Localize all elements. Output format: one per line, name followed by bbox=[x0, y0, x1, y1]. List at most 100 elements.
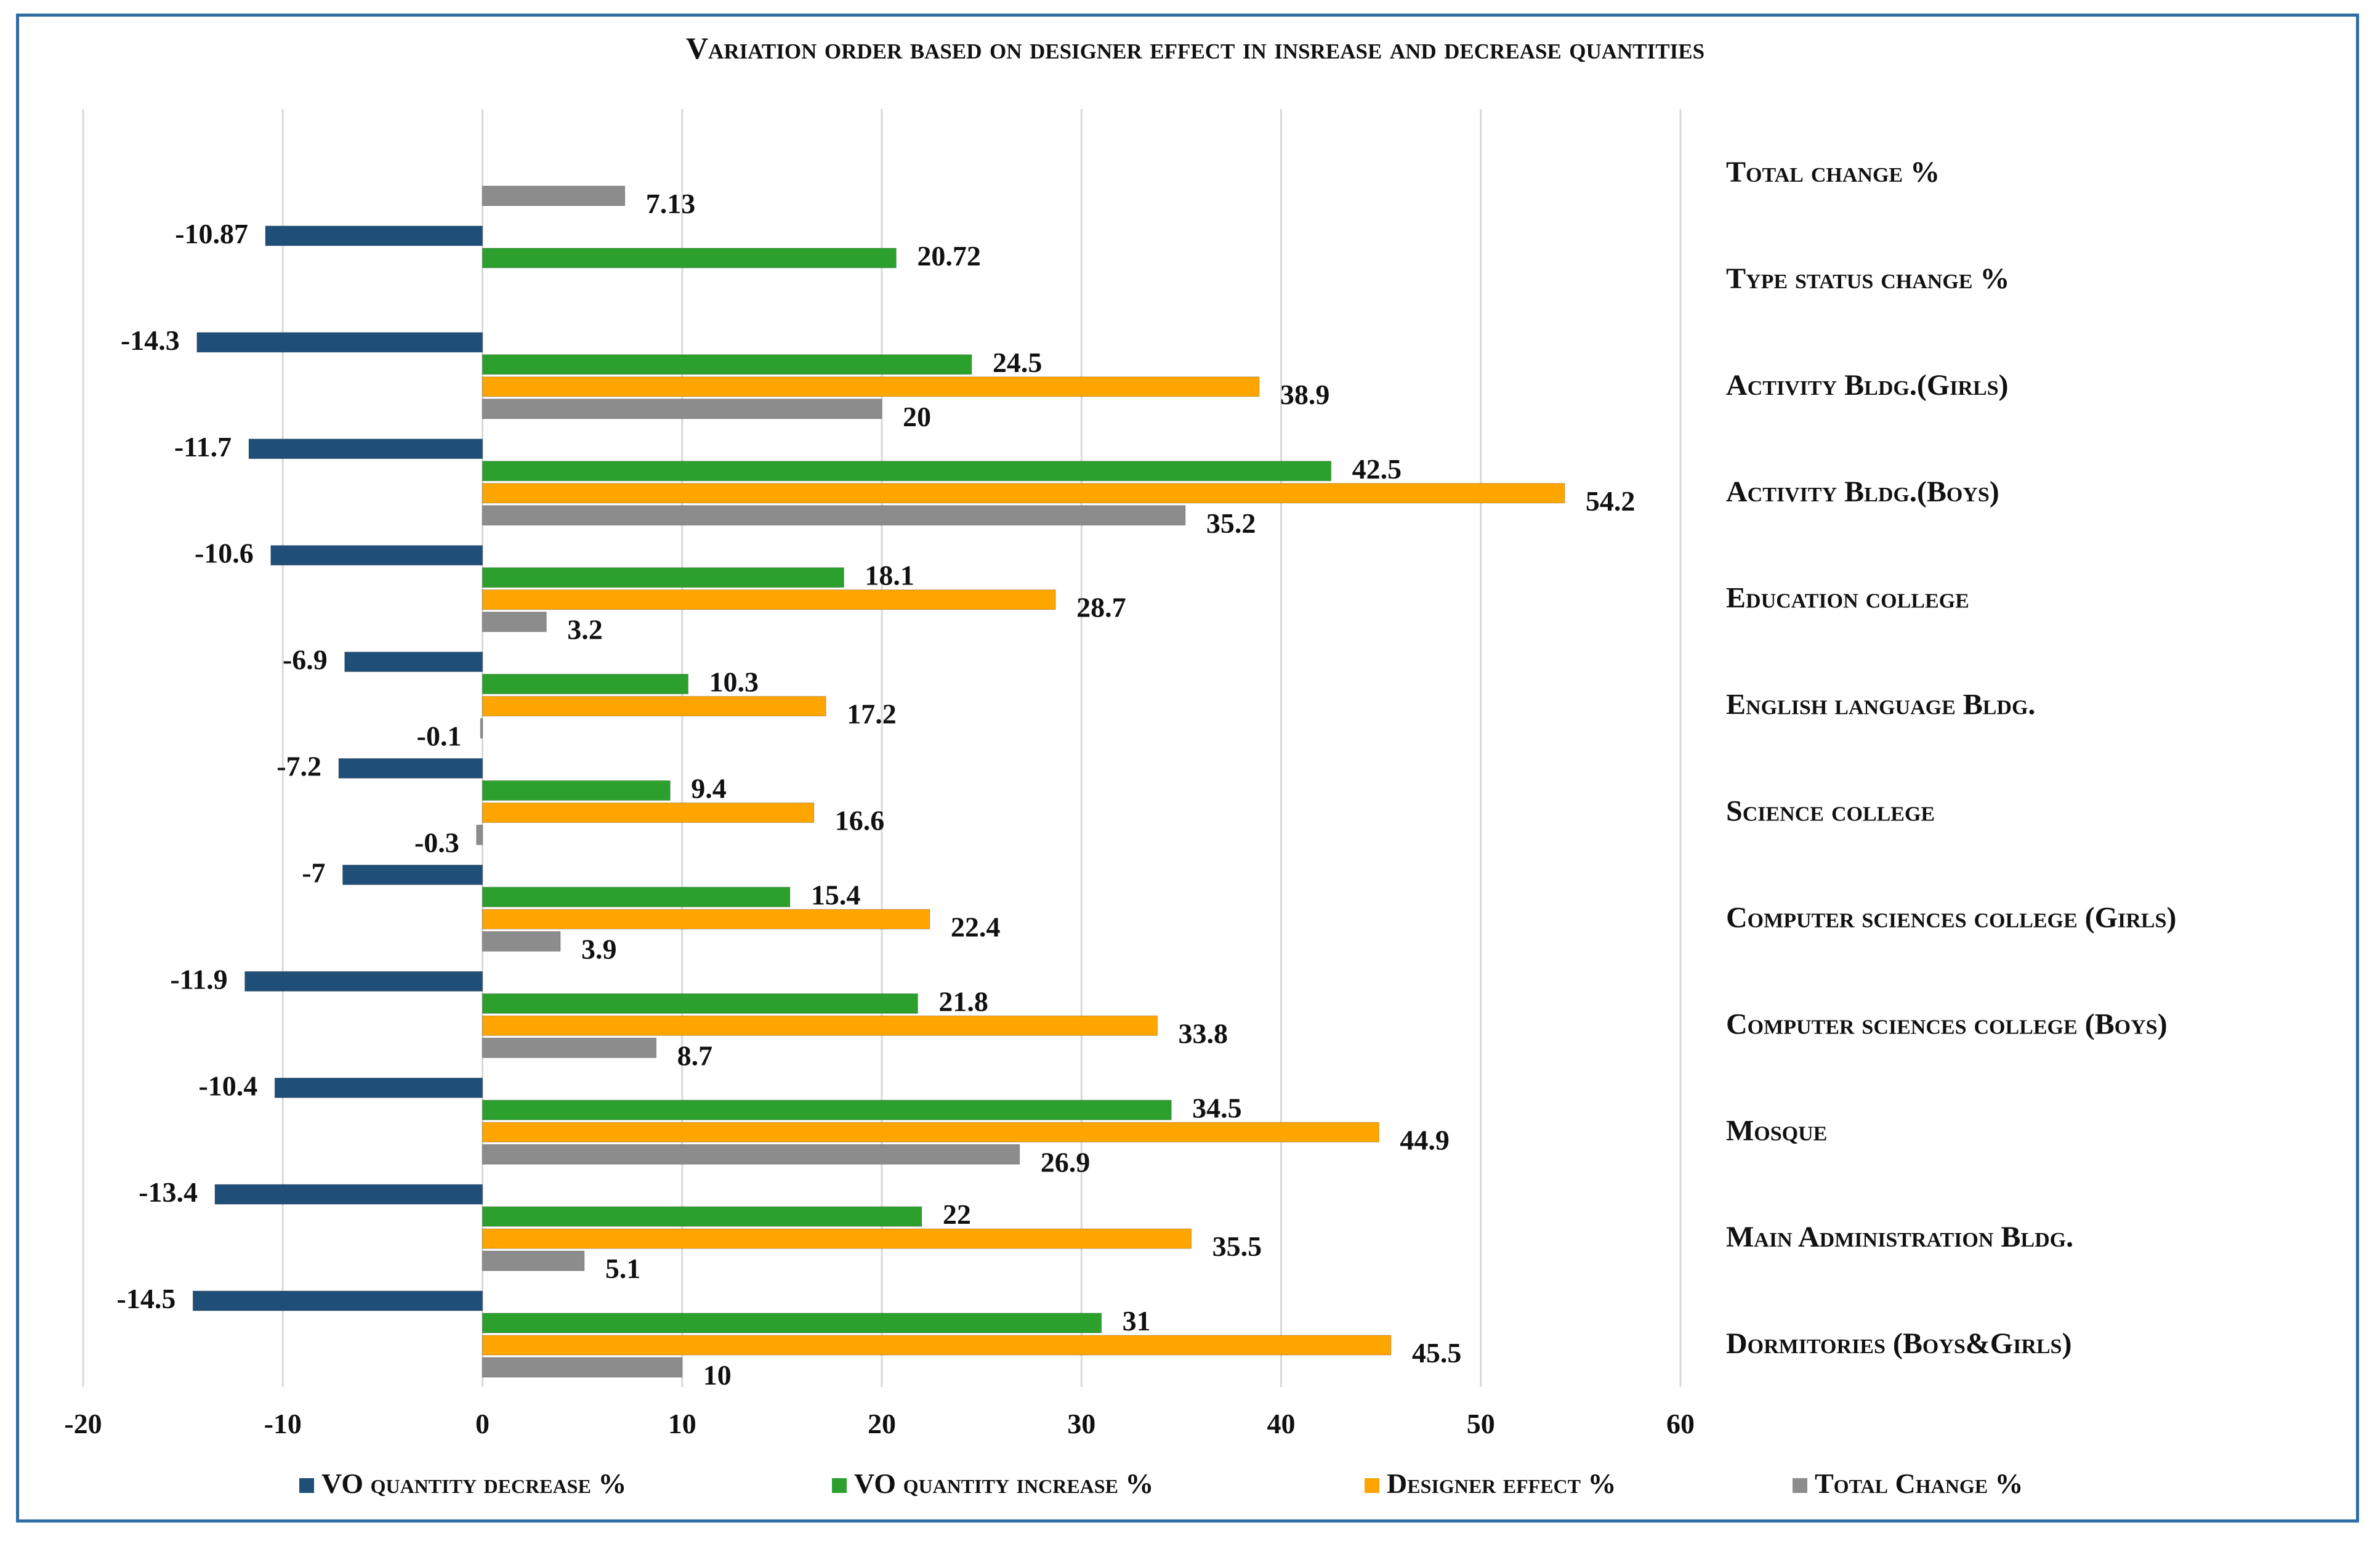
bar-designer-effect-computer-sciences-college-boys bbox=[482, 1015, 1158, 1036]
bar-total-change-english-language-bldg bbox=[480, 718, 483, 739]
data-label-vo-quantity-increase-science-college: 9.4 bbox=[691, 773, 727, 804]
data-label-vo-quantity-increase-activity-bldg-girls: 24.5 bbox=[993, 347, 1043, 378]
bar-total-change-activity-bldg-boys bbox=[482, 505, 1186, 526]
legend-swatch-total-change bbox=[1793, 1478, 1807, 1493]
x-tick-60: 60 bbox=[1666, 1408, 1695, 1439]
data-label-vo-quantity-increase-mosque: 34.5 bbox=[1192, 1092, 1242, 1123]
data-label-total-change-main-administration-bldg: 5.1 bbox=[605, 1253, 640, 1284]
bar-designer-effect-computer-sciences-college-girls bbox=[482, 908, 930, 929]
data-label-designer-effect-computer-sciences-college-girls: 22.4 bbox=[951, 911, 1001, 942]
data-label-total-change-science-college: -0.3 bbox=[414, 827, 459, 859]
legend-swatch-vo-quantity-increase bbox=[832, 1478, 847, 1493]
bar-vo-quantity-increase-education-college bbox=[482, 567, 844, 588]
data-label-vo-quantity-increase-activity-bldg-boys: 42.5 bbox=[1352, 453, 1402, 485]
bar-vo-quantity-increase-main-administration-bldg bbox=[482, 1206, 922, 1227]
data-label-vo-quantity-increase-main-administration-bldg: 22 bbox=[943, 1199, 971, 1230]
bar-total-change-education-college bbox=[482, 612, 547, 633]
grid-lines bbox=[82, 109, 1682, 1387]
category-label-activity-bldg-boys: Activity Bldg.(Boys) bbox=[1726, 475, 1999, 508]
bar-total-change-main-administration-bldg bbox=[482, 1250, 585, 1271]
category-label-education-college: Education college bbox=[1726, 582, 1969, 615]
bar-vo-quantity-decrease-computer-sciences-college-girls bbox=[342, 864, 483, 885]
bar-vo-quantity-increase-activity-bldg-girls bbox=[482, 354, 972, 375]
data-label-vo-quantity-decrease-education-college: -10.6 bbox=[195, 538, 254, 569]
x-tick-10: -10 bbox=[264, 1408, 302, 1439]
bar-vo-quantity-increase-computer-sciences-college-boys bbox=[482, 993, 918, 1014]
bar-total-change-mosque bbox=[482, 1144, 1020, 1165]
x-tick-10: 10 bbox=[668, 1408, 696, 1439]
bar-total-change-science-college bbox=[476, 825, 483, 845]
data-label-total-change-mosque: 26.9 bbox=[1041, 1146, 1091, 1178]
data-label-designer-effect-activity-bldg-girls: 38.9 bbox=[1280, 379, 1330, 410]
bar-vo-quantity-increase-science-college bbox=[482, 780, 671, 801]
x-tick-0: 0 bbox=[475, 1408, 490, 1439]
x-tick-20: 20 bbox=[868, 1408, 896, 1439]
category-label-english-language-bldg: English language Bldg. bbox=[1726, 689, 2035, 721]
data-label-vo-quantity-decrease-computer-sciences-college-girls: -7 bbox=[302, 857, 325, 888]
data-label-designer-effect-science-college: 16.6 bbox=[835, 805, 885, 836]
bar-designer-effect-dormitories-boys-girls bbox=[482, 1335, 1392, 1356]
bar-total-change-activity-bldg-girls bbox=[482, 398, 882, 419]
data-label-total-change-dormitories-boys-girls: 10 bbox=[703, 1359, 732, 1391]
bar-vo-quantity-decrease-computer-sciences-college-boys bbox=[244, 971, 483, 992]
category-label-main-administration-bldg: Main Administration Bldg. bbox=[1726, 1221, 2073, 1253]
legend: VO quantity decrease % VO quantity increa… bbox=[299, 1468, 2023, 1499]
data-label-designer-effect-english-language-bldg: 17.2 bbox=[847, 698, 897, 730]
data-label-vo-quantity-increase-type-status-change: 20.72 bbox=[917, 240, 981, 272]
x-tick-40: 40 bbox=[1267, 1408, 1296, 1439]
chart-frame: Variation order based on designer effect… bbox=[16, 14, 2359, 1523]
bar-designer-effect-main-administration-bldg bbox=[482, 1228, 1192, 1249]
bar-vo-quantity-decrease-english-language-bldg bbox=[344, 652, 483, 673]
chart-title: Variation order based on designer effect… bbox=[686, 31, 1704, 65]
bar-vo-quantity-increase-english-language-bldg bbox=[482, 674, 688, 695]
x-axis-tick-labels: -20 -10 0 10 20 30 40 50 60 bbox=[64, 1408, 1695, 1439]
data-label-total-change-computer-sciences-college-boys: 8.7 bbox=[677, 1040, 713, 1071]
data-label-vo-quantity-decrease-activity-bldg-girls: -14.3 bbox=[121, 325, 180, 356]
bar-designer-effect-activity-bldg-girls bbox=[482, 376, 1260, 397]
data-label-total-change-activity-bldg-boys: 35.2 bbox=[1206, 508, 1256, 539]
category-label-type-status-change: Type status change % bbox=[1726, 262, 2009, 295]
data-label-vo-quantity-increase-dormitories-boys-girls: 31 bbox=[1123, 1305, 1151, 1337]
data-label-vo-quantity-decrease-main-administration-bldg: -13.4 bbox=[139, 1176, 198, 1208]
x-tick-30: 30 bbox=[1067, 1408, 1095, 1439]
bar-designer-effect-mosque bbox=[482, 1122, 1379, 1143]
category-label-activity-bldg-girls: Activity Bldg.(Girls) bbox=[1726, 369, 2009, 402]
bar-vo-quantity-increase-dormitories-boys-girls bbox=[482, 1312, 1102, 1333]
bar-vo-quantity-increase-activity-bldg-boys bbox=[482, 461, 1332, 482]
bar-vo-quantity-decrease-science-college bbox=[338, 758, 483, 779]
data-label-designer-effect-activity-bldg-boys: 54.2 bbox=[1586, 485, 1636, 517]
bar-vo-quantity-decrease-mosque bbox=[274, 1077, 483, 1098]
category-label-total-change: Total change % bbox=[1726, 156, 1940, 188]
data-label-vo-quantity-decrease-type-status-change: -10.87 bbox=[175, 218, 248, 249]
category-label-computer-sciences-college-boys: Computer sciences college (Boys) bbox=[1726, 1008, 2168, 1040]
chart-canvas: Variation order based on designer effect… bbox=[64, 31, 2176, 1499]
x-tick-50: 50 bbox=[1467, 1408, 1495, 1439]
legend-label-designer-effect: Designer effect % bbox=[1387, 1468, 1616, 1499]
bar-total-change-computer-sciences-college-boys bbox=[482, 1037, 657, 1058]
bar-designer-effect-activity-bldg-boys bbox=[482, 483, 1565, 504]
data-label-vo-quantity-increase-computer-sciences-college-boys: 21.8 bbox=[938, 985, 988, 1017]
data-labels: 7.13 -10.87 20.72 -14.3 24.5 38.9 20 -11.7 42.5 5… bbox=[117, 188, 1636, 1391]
data-label-designer-effect-education-college: 28.7 bbox=[1076, 592, 1126, 623]
data-label-total-change-computer-sciences-college-girls: 3.9 bbox=[581, 933, 617, 965]
bar-designer-effect-english-language-bldg bbox=[482, 696, 826, 717]
bar-vo-quantity-decrease-activity-bldg-girls bbox=[196, 332, 483, 353]
data-label-vo-quantity-decrease-english-language-bldg: -6.9 bbox=[283, 644, 328, 676]
legend-swatch-vo-quantity-decrease bbox=[299, 1478, 314, 1493]
bar-designer-effect-science-college bbox=[482, 803, 815, 823]
category-label-computer-sciences-college-girls: Computer sciences college (Girls) bbox=[1726, 901, 2176, 934]
category-label-dormitories-boys-girls: Dormitories (Boys&Girls) bbox=[1726, 1327, 2071, 1360]
bar-vo-quantity-decrease-type-status-change bbox=[265, 225, 483, 246]
bar-vo-quantity-decrease-education-college bbox=[270, 545, 483, 566]
data-label-vo-quantity-increase-english-language-bldg: 10.3 bbox=[709, 666, 759, 698]
data-label-total-change-english-language-bldg: -0.1 bbox=[417, 721, 462, 752]
bar-total-change-total-change bbox=[482, 185, 626, 206]
data-label-designer-effect-dormitories-boys-girls: 45.5 bbox=[1412, 1337, 1462, 1369]
data-label-total-change-total-change: 7.13 bbox=[646, 188, 696, 219]
bar-vo-quantity-increase-computer-sciences-college-girls bbox=[482, 886, 791, 907]
data-label-total-change-education-college: 3.2 bbox=[567, 614, 603, 645]
category-label-mosque: Mosque bbox=[1726, 1114, 1827, 1147]
category-label-science-college: Science college bbox=[1726, 795, 1935, 828]
legend-label-vo-quantity-decrease: VO quantity decrease % bbox=[321, 1468, 626, 1499]
data-label-vo-quantity-decrease-activity-bldg-boys: -11.7 bbox=[174, 431, 232, 463]
